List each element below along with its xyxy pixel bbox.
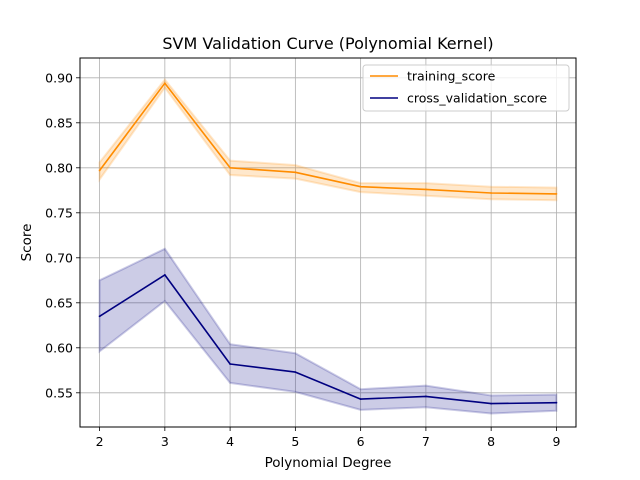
cross-validation-score-point: [163, 274, 166, 276]
cross-validation-score-point: [359, 398, 362, 400]
series-lines: [98, 82, 558, 405]
confidence-bands: [98, 77, 558, 415]
x-axis-ticks: 2 3 4 5 6 7 8 9: [96, 427, 560, 449]
y-axis-ticks: 0.55 0.60 0.65 0.70 0.75 0.80 0.85 0.90: [45, 70, 80, 400]
legend: training_score cross_validation_score: [362, 64, 570, 112]
training-score-line: [98, 82, 557, 195]
legend-box: [362, 64, 570, 112]
training-score-point: [229, 166, 232, 169]
training-score-point: [163, 82, 166, 85]
x-tick-label: 3: [161, 434, 169, 449]
y-tick-label: 0.70: [45, 250, 73, 265]
cross-validation-score-band: [98, 247, 558, 415]
training-score-point: [490, 192, 493, 194]
training-score-point: [424, 188, 427, 191]
cross-validation-score-point: [98, 315, 101, 318]
y-tick-label: 0.55: [45, 385, 73, 400]
plot-area-frame: [79, 57, 577, 428]
y-tick-label: 0.65: [45, 295, 73, 310]
x-tick-label: 8: [487, 434, 495, 449]
training-score-band: [98, 77, 558, 202]
y-tick-label: 0.60: [45, 340, 73, 355]
cross-validation-score-point: [294, 371, 297, 373]
y-tick-label: 0.75: [45, 205, 73, 220]
y-tick-label: 0.90: [45, 70, 73, 85]
x-tick-label: 7: [422, 434, 430, 449]
training-score-point: [555, 193, 558, 195]
x-tick-label: 2: [96, 434, 104, 449]
x-tick-label: 4: [226, 434, 234, 449]
chart-title: SVM Validation Curve (Polynomial Kernel): [162, 34, 493, 53]
y-tick-label: 0.85: [45, 115, 73, 130]
x-tick-label: 9: [552, 434, 560, 449]
grid-lines: [80, 58, 576, 427]
legend-label-training: training_score: [407, 69, 496, 84]
training-score-point: [98, 169, 101, 172]
y-axis-label: Score: [19, 224, 35, 262]
cross-validation-score-point: [229, 363, 232, 365]
cross-validation-score-point: [490, 402, 493, 405]
legend-label-cross-validation: cross_validation_score: [407, 91, 547, 106]
training-score-point: [294, 171, 297, 174]
cross-validation-score-line: [99, 274, 557, 405]
cross-validation-score-point: [424, 395, 427, 398]
y-tick-label: 0.80: [45, 160, 73, 175]
cross-validation-score-point: [555, 401, 558, 404]
training-score-point: [359, 185, 362, 188]
x-tick-label: 6: [357, 434, 365, 449]
x-axis-label: Polynomial Degree: [265, 455, 392, 471]
x-tick-label: 5: [291, 434, 299, 449]
